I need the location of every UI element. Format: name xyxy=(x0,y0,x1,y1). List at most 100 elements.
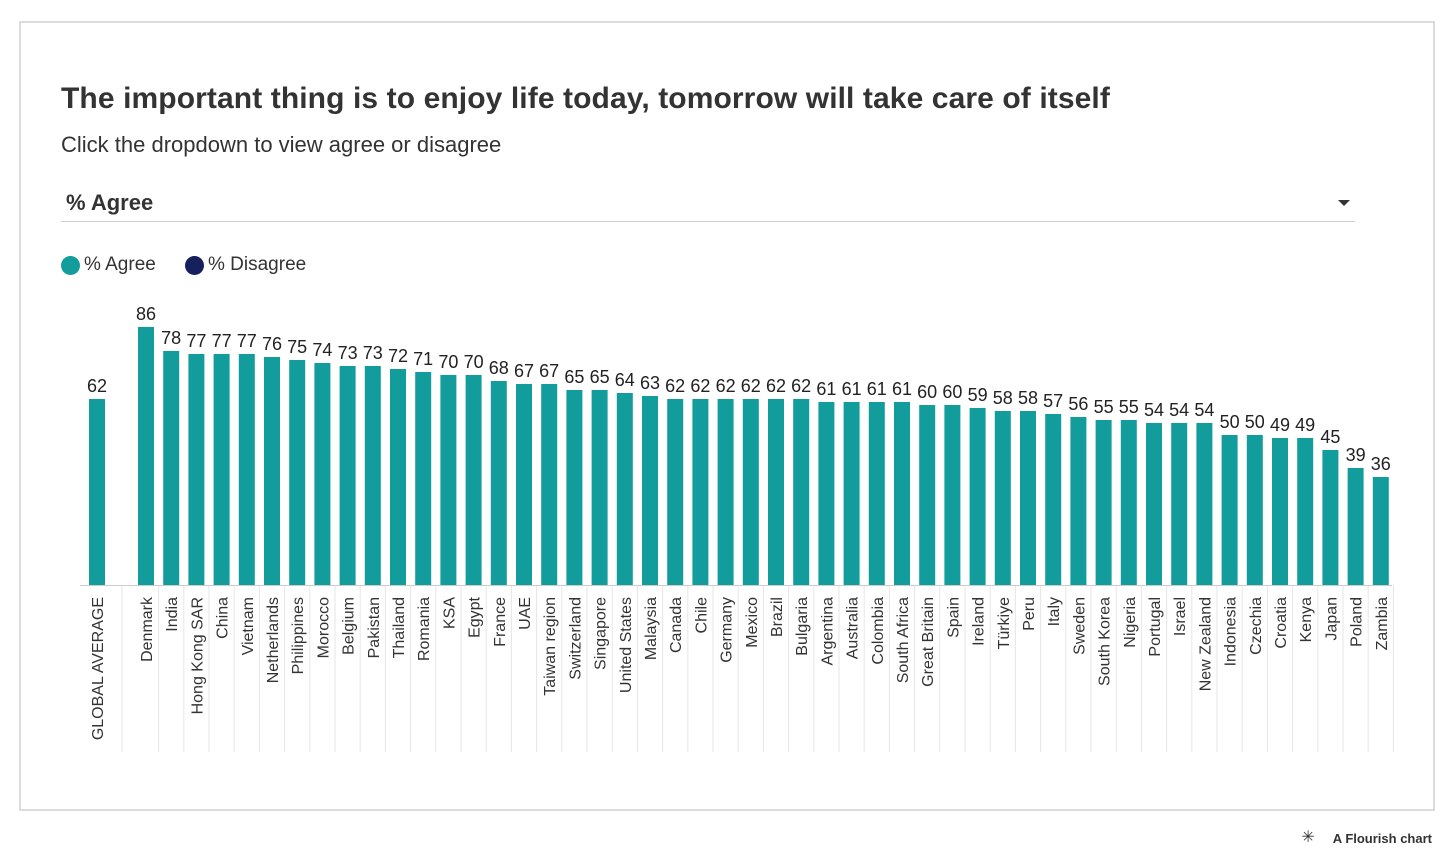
flourish-credit-link[interactable]: ✳ A Flourish chart xyxy=(1301,830,1432,846)
category-label: Sweden xyxy=(1071,597,1088,655)
value-label: 61 xyxy=(842,379,862,399)
value-label: 49 xyxy=(1295,415,1315,435)
bar-spain[interactable] xyxy=(944,405,961,585)
value-label: 73 xyxy=(363,343,383,363)
bar-australia[interactable] xyxy=(843,402,860,585)
value-label: 62 xyxy=(690,376,710,396)
bar-egypt[interactable] xyxy=(465,375,482,585)
bar-malaysia[interactable] xyxy=(642,396,658,585)
category-label: Nigeria xyxy=(1122,597,1139,648)
bar-uae[interactable] xyxy=(516,384,532,585)
category-label: Thailand xyxy=(391,597,408,658)
bar-hong-kong-sar[interactable] xyxy=(188,354,205,585)
category-label: France xyxy=(492,597,509,647)
value-label: 55 xyxy=(1119,397,1139,417)
value-label: 70 xyxy=(438,352,458,372)
bar-kenya[interactable] xyxy=(1297,438,1314,585)
bar-colombia[interactable] xyxy=(868,402,885,585)
bar-south-korea[interactable] xyxy=(1095,420,1112,585)
bar-india[interactable] xyxy=(163,351,180,585)
bar-france[interactable] xyxy=(490,381,507,585)
category-label: Belgium xyxy=(341,597,358,655)
category-label: UAE xyxy=(517,597,534,630)
bar-canada[interactable] xyxy=(667,399,684,585)
bar-germany[interactable] xyxy=(717,399,734,585)
bar-philippines[interactable] xyxy=(289,360,306,585)
bar-south-africa[interactable] xyxy=(894,402,910,585)
value-label: 71 xyxy=(413,349,433,369)
value-label: 74 xyxy=(312,340,332,360)
bar-switzerland[interactable] xyxy=(566,390,583,585)
value-label: 60 xyxy=(917,382,937,402)
bar-brazil[interactable] xyxy=(768,399,784,585)
category-label: Japan xyxy=(1323,597,1340,641)
value-label: 63 xyxy=(640,373,660,393)
value-label: 56 xyxy=(1068,394,1088,414)
bar-denmark[interactable] xyxy=(138,327,154,585)
bar-vietnam[interactable] xyxy=(238,354,255,585)
category-label: Poland xyxy=(1349,597,1366,647)
bar-zambia[interactable] xyxy=(1372,477,1389,585)
value-label: 86 xyxy=(136,304,156,324)
bar-romania[interactable] xyxy=(415,372,432,585)
value-label: 57 xyxy=(1043,391,1063,411)
bar-china[interactable] xyxy=(213,354,230,585)
bar-t-rkiye[interactable] xyxy=(994,411,1011,585)
bar-great-britain[interactable] xyxy=(919,405,936,585)
chart-title: The important thing is to enjoy life tod… xyxy=(61,82,1110,115)
chart-subtitle: Click the dropdown to view agree or disa… xyxy=(61,132,502,157)
category-label: Taiwan region xyxy=(542,597,559,696)
category-label: GLOBAL AVERAGE xyxy=(90,597,107,740)
value-label: 61 xyxy=(867,379,887,399)
bar-nigeria[interactable] xyxy=(1120,420,1137,585)
bar-mexico[interactable] xyxy=(742,399,759,585)
bar-poland[interactable] xyxy=(1347,468,1364,585)
value-label: 62 xyxy=(791,376,811,396)
value-label: 64 xyxy=(615,370,635,390)
bar-new-zealand[interactable] xyxy=(1196,423,1213,585)
bar-czechia[interactable] xyxy=(1246,435,1263,585)
category-label: Denmark xyxy=(139,596,156,662)
bar-singapore[interactable] xyxy=(591,390,608,585)
bar-peru[interactable] xyxy=(1020,411,1036,585)
caret-down-icon[interactable] xyxy=(1338,200,1350,206)
bar-ksa[interactable] xyxy=(440,375,457,585)
bar-pakistan[interactable] xyxy=(364,366,381,585)
flourish-credit-text: A Flourish chart xyxy=(1332,830,1432,846)
bar-italy[interactable] xyxy=(1045,414,1062,585)
bar-taiwan-region[interactable] xyxy=(541,384,558,585)
legend-label-agree: % Agree xyxy=(84,254,156,275)
bar-netherlands[interactable] xyxy=(264,357,280,585)
bar-belgium[interactable] xyxy=(339,366,356,585)
value-label: 61 xyxy=(816,379,836,399)
legend-item-disagree[interactable]: % Disagree xyxy=(185,254,306,276)
value-label: 55 xyxy=(1094,397,1114,417)
bar-ireland[interactable] xyxy=(969,408,986,585)
bar-israel[interactable] xyxy=(1171,423,1188,585)
category-label: Kenya xyxy=(1298,597,1315,642)
category-label: Croatia xyxy=(1273,597,1290,649)
category-label: New Zealand xyxy=(1197,597,1214,691)
bar-indonesia[interactable] xyxy=(1221,435,1238,585)
bar-croatia[interactable] xyxy=(1272,438,1288,585)
legend-item-agree[interactable]: % Agree xyxy=(61,254,156,276)
bar-japan[interactable] xyxy=(1322,450,1339,585)
bar-thailand[interactable] xyxy=(390,369,406,585)
value-label: 67 xyxy=(514,361,534,381)
category-label: Zambia xyxy=(1374,597,1391,650)
category-label: China xyxy=(215,597,232,639)
bar-bulgaria[interactable] xyxy=(793,399,810,585)
dropdown-selected-value: % Agree xyxy=(66,190,154,215)
bar-sweden[interactable] xyxy=(1070,417,1087,585)
bar-argentina[interactable] xyxy=(818,402,835,585)
category-label: Mexico xyxy=(744,597,761,648)
value-label: 77 xyxy=(237,331,257,351)
bar-united-states[interactable] xyxy=(616,393,633,585)
bar-morocco[interactable] xyxy=(314,363,331,585)
bar-global-average[interactable] xyxy=(89,399,105,585)
metric-dropdown[interactable]: % Agree xyxy=(61,186,1355,222)
category-label: Chile xyxy=(693,597,710,634)
value-label: 58 xyxy=(1018,388,1038,408)
bar-portugal[interactable] xyxy=(1146,423,1162,585)
bar-chile[interactable] xyxy=(692,399,709,585)
